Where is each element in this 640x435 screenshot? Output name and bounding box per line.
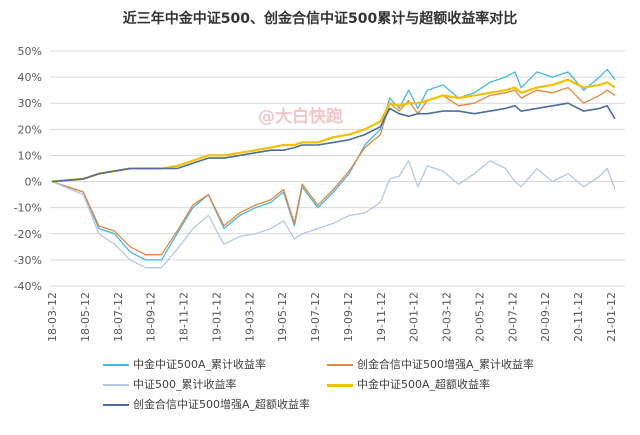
legend-swatch (103, 364, 129, 366)
x-tick-label: 18-05-12 (79, 292, 92, 342)
legend-item: 创金合信中证500增强A_累计收益率 (327, 357, 534, 373)
watermark: @大白快跑 (258, 107, 343, 127)
legend-item: 中金中证500A_累计收益率 (103, 357, 266, 373)
series-line (51, 160, 616, 269)
plot-area: 50% 40% 30% 20% 10% 0% -10% -20% -30% -40% 18-03-… (14, 45, 625, 342)
legend-item: 中证500_累计收益率 (103, 377, 237, 393)
y-tick-label: -40% (14, 280, 42, 293)
series-line (51, 86, 616, 256)
x-tick-label: 20-03-12 (441, 292, 454, 342)
chart-title: 近三年中金中证500、创金合信中证500累计与超额收益率对比 (122, 11, 518, 27)
legend-swatch (103, 384, 129, 386)
x-tick-label: 20-05-12 (473, 292, 486, 342)
series-line (51, 68, 616, 261)
y-tick-label: 20% (18, 123, 42, 136)
y-tick-label: 40% (18, 71, 42, 84)
y-tick-label: 50% (18, 45, 42, 58)
y-tick-label: -20% (14, 228, 42, 241)
y-tick-label: -10% (14, 202, 42, 215)
x-tick-label: 19-05-12 (276, 292, 289, 342)
y-tick-label: 10% (18, 149, 42, 162)
x-tick-label: 19-11-12 (375, 292, 388, 342)
legend-label: 创金合信中证500增强A_超额收益率 (133, 398, 311, 411)
x-tick-label: 20-11-12 (572, 292, 585, 342)
legend-label: 创金合信中证500增强A_累计收益率 (357, 358, 535, 371)
y-tick-label: -30% (14, 254, 42, 267)
legend-swatch (327, 383, 353, 387)
x-tick-label: 20-09-12 (539, 292, 552, 342)
x-tick-label: 18-09-12 (145, 292, 158, 342)
x-tick-label: 20-01-12 (408, 292, 421, 342)
x-tick-label: 19-03-12 (243, 292, 256, 342)
legend-item: 中金中证500A_超额收益率 (327, 377, 490, 393)
x-tick-label: 19-01-12 (210, 292, 223, 342)
legend-label: 中金中证500A_累计收益率 (133, 358, 267, 371)
x-tick-label: 21-01-12 (605, 292, 618, 342)
x-tick-label: 18-07-12 (112, 292, 125, 342)
legend-swatch (327, 364, 353, 366)
series-line (51, 78, 616, 183)
legend-swatch (103, 404, 129, 406)
legend-label: 中金中证500A_超额收益率 (357, 378, 491, 391)
legend-label: 中证500_累计收益率 (133, 378, 237, 391)
x-tick-label: 19-07-12 (309, 292, 322, 342)
y-tick-label: 0% (25, 176, 42, 189)
x-tick-label: 18-03-12 (46, 292, 59, 342)
legend-item: 创金合信中证500增强A_超额收益率 (103, 397, 310, 413)
x-tick-label: 20-07-12 (506, 292, 519, 342)
series-line (51, 102, 616, 183)
legend: 中金中证500A_累计收益率 创金合信中证500增强A_累计收益率中证500_累计… (0, 357, 640, 435)
x-tick-label: 18-11-12 (178, 292, 191, 342)
y-tick-label: 30% (18, 97, 42, 110)
x-tick-label: 19-09-12 (342, 292, 355, 342)
